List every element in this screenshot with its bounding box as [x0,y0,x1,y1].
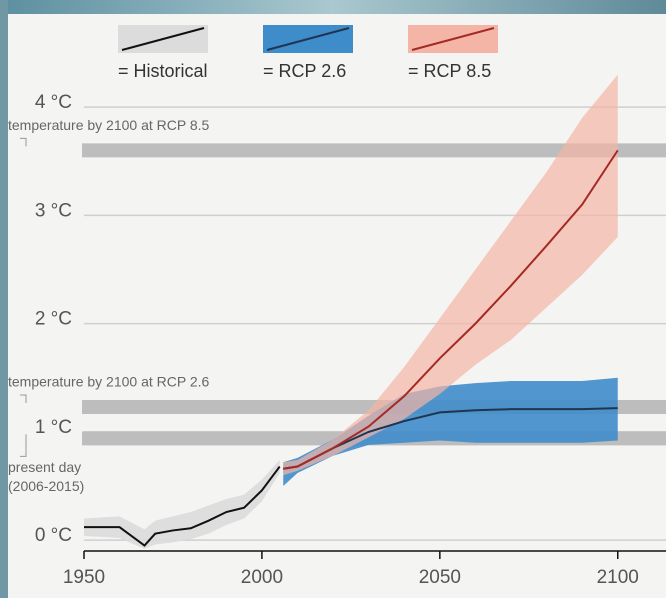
legend-label: = RCP 8.5 [408,61,491,81]
reference-arrow [20,137,27,147]
legend-line [266,27,350,51]
series-line [84,465,281,547]
x-tick-label: 2100 [597,567,639,588]
series-line [283,149,619,470]
reference-label: present day [8,459,81,475]
reference-label: temperature by 2100 at RCP 2.6 [8,374,210,390]
reference-label: (2006-2015) [8,478,84,494]
uncertainty-band [84,460,280,549]
reference-arrow [20,434,27,457]
x-tick-label: 2000 [241,567,283,588]
sea-edge [0,0,8,598]
y-tick-label: 1 °C [35,417,72,438]
legend-label: = Historical [118,61,208,81]
y-tick-label: 2 °C [35,309,72,330]
reference-arrow [20,394,27,403]
uncertainty-band [283,377,618,487]
legend-line [121,27,205,51]
x-tick-label: 2050 [419,567,461,588]
uncertainty-band [283,74,618,476]
y-tick-label: 0 °C [35,525,72,546]
y-tick-label: 4 °C [35,92,72,113]
sea-strip [0,0,666,14]
x-tick-label: 1950 [63,567,105,588]
reference-label: temperature by 2100 at RCP 8.5 [8,117,210,133]
y-tick-label: 3 °C [35,200,72,221]
legend-label: = RCP 2.6 [263,61,346,81]
plot: 0 °C 1 °C 2 °C 3 °C 4 °C temperature by 2100 … [8,25,666,588]
reference-bar [82,143,666,158]
legend-line [411,27,495,51]
